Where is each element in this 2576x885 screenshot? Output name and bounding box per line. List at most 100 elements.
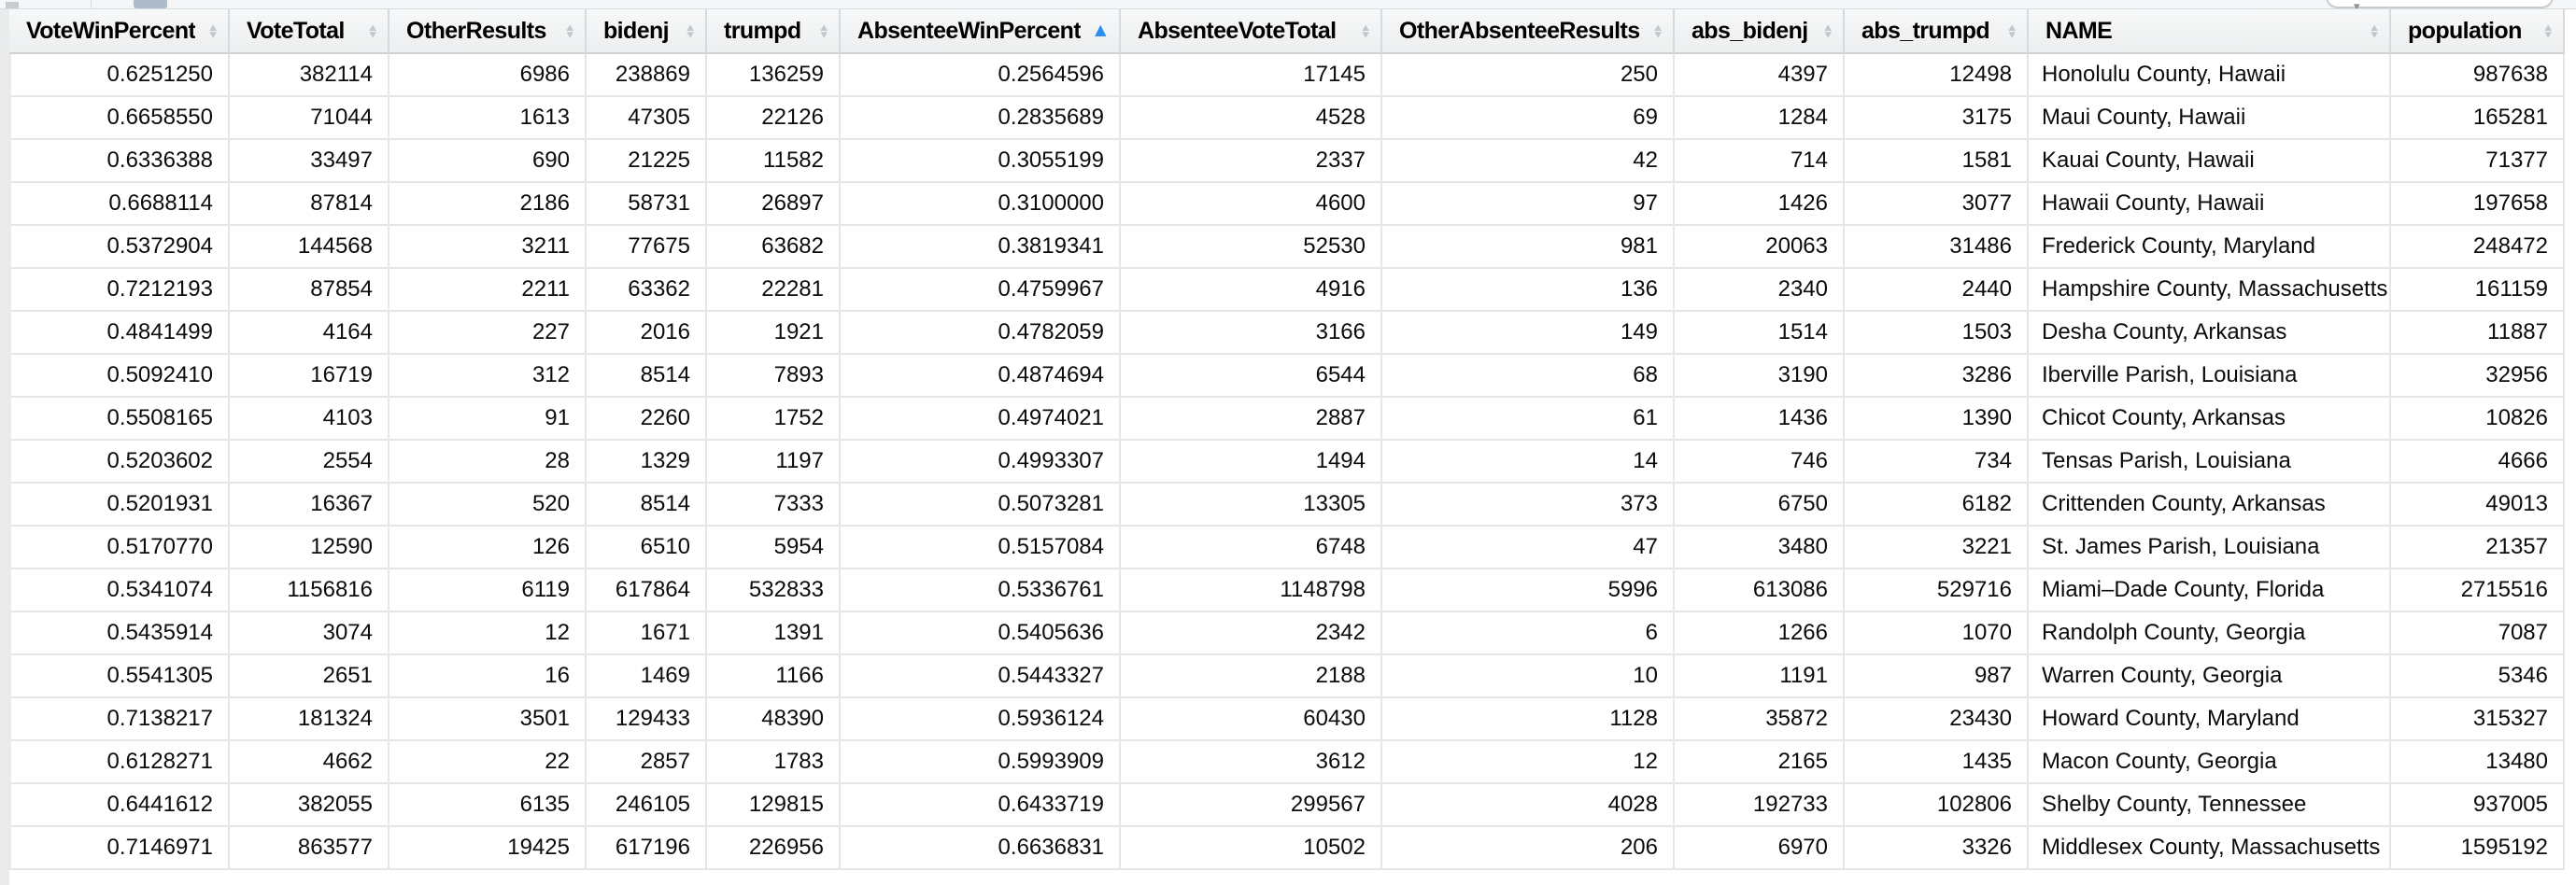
sort-ascending-icon[interactable]: ▲	[1090, 20, 1111, 41]
toolbar-icon-fragment[interactable]	[6, 2, 19, 8]
cell-AbsenteeVoteTotal: 2337	[1121, 140, 1382, 183]
column-header-trumpd[interactable]: trumpd ▲ ▼	[707, 9, 841, 54]
cell-abs_bidenj: 35872	[1675, 698, 1845, 741]
column-header-NAME[interactable]: NAME ▲ ▼	[2029, 9, 2391, 54]
cell-bidenj: 246105	[587, 784, 707, 827]
cell-population: 248472	[2391, 226, 2565, 269]
cell-abs_trumpd: 529716	[1845, 569, 2029, 612]
column-header-VoteWinPercent[interactable]: VoteWinPercent ▲ ▼	[9, 9, 230, 54]
cell-abs_bidenj: 2165	[1675, 741, 1845, 784]
cell-AbsenteeWinPercent: 0.5993909	[841, 741, 1121, 784]
sort-toggle-icon[interactable]: ▲ ▼	[818, 22, 830, 40]
column-label: AbsenteeVoteTotal	[1138, 17, 1337, 44]
cell-AbsenteeVoteTotal: 3166	[1121, 312, 1382, 355]
column-header-OtherResults[interactable]: OtherResults ▲ ▼	[389, 9, 587, 54]
cell-AbsenteeWinPercent: 0.4974021	[841, 398, 1121, 441]
cell-bidenj: 2857	[587, 741, 707, 784]
cell-VoteTotal: 181324	[230, 698, 389, 741]
cell-VoteWinPercent: 0.6658550	[9, 97, 230, 140]
cell-NAME: Frederick County, Maryland	[2029, 226, 2391, 269]
cell-bidenj: 58731	[587, 183, 707, 226]
cell-population: 315327	[2391, 698, 2565, 741]
column-header-AbsenteeWinPercent[interactable]: AbsenteeWinPercent ▲	[841, 9, 1121, 54]
column-header-abs_trumpd[interactable]: abs_trumpd ▲ ▼	[1845, 9, 2029, 54]
cell-AbsenteeVoteTotal: 10502	[1121, 827, 1382, 870]
cell-VoteWinPercent: 0.5508165	[9, 398, 230, 441]
cell-OtherResults: 3501	[389, 698, 587, 741]
sort-toggle-icon[interactable]: ▲ ▼	[1652, 22, 1664, 40]
cell-OtherAbsenteeResults: 250	[1382, 54, 1675, 97]
cell-OtherAbsenteeResults: 61	[1382, 398, 1675, 441]
cell-NAME: Kauai County, Hawaii	[2029, 140, 2391, 183]
sort-toggle-icon[interactable]: ▲ ▼	[1821, 21, 1834, 40]
cell-trumpd: 129815	[707, 784, 841, 827]
column-header-abs_bidenj[interactable]: abs_bidenj ▲ ▼	[1675, 9, 1845, 54]
table-row: 0.5508165 4103 91 2260 1752 0.4974021 2887 61 14…	[9, 398, 2565, 441]
column-header-population[interactable]: population ▲ ▼	[2391, 9, 2565, 54]
cell-population: 165281	[2391, 97, 2565, 140]
cell-bidenj: 8514	[587, 355, 707, 398]
cell-abs_trumpd: 3286	[1845, 355, 2029, 398]
cell-VoteTotal: 16719	[230, 355, 389, 398]
sort-down-arrow: ▼	[366, 28, 379, 41]
cell-abs_trumpd: 987	[1845, 655, 2029, 698]
cell-bidenj: 6510	[587, 527, 707, 569]
cell-OtherAbsenteeResults: 47	[1382, 527, 1675, 569]
cell-trumpd: 5954	[707, 527, 841, 569]
cell-population: 5346	[2391, 655, 2565, 698]
cell-NAME: Howard County, Maryland	[2029, 698, 2391, 741]
sort-down-arrow: ▼	[206, 28, 219, 41]
column-label: NAME	[2045, 17, 2113, 44]
sort-toggle-icon[interactable]: ▲ ▼	[1359, 21, 1372, 40]
table-row: 0.5092410 16719 312 8514 7893 0.4874694 6544 68…	[9, 355, 2565, 398]
table-row: 0.5372904 144568 3211 77675 63682 0.3819341 52…	[9, 226, 2565, 269]
cell-AbsenteeWinPercent: 0.3100000	[841, 183, 1121, 226]
cell-VoteTotal: 3074	[230, 612, 389, 655]
cell-VoteWinPercent: 0.7212193	[9, 269, 230, 312]
sort-toggle-icon[interactable]: ▲ ▼	[2542, 22, 2555, 40]
sort-toggle-icon[interactable]: ▲ ▼	[684, 22, 697, 41]
cell-VoteTotal: 382055	[230, 784, 389, 827]
sort-toggle-icon[interactable]: ▲ ▼	[206, 22, 219, 41]
sort-up-arrow: ▲	[1359, 21, 1372, 34]
cell-AbsenteeWinPercent: 0.4993307	[841, 441, 1121, 484]
cell-NAME: Shelby County, Tennessee	[2029, 784, 2391, 827]
sort-down-arrow: ▼	[2005, 28, 2018, 41]
data-table: VoteWinPercent ▲ ▼ VoteTotal ▲ ▼ OtherResults ▲…	[9, 9, 2565, 870]
cell-abs_bidenj: 714	[1675, 140, 1845, 183]
column-label: OtherAbsenteeResults	[1399, 17, 1640, 44]
cell-OtherResults: 1613	[389, 97, 587, 140]
sort-toggle-icon[interactable]: ▲ ▼	[366, 22, 379, 41]
cell-VoteWinPercent: 0.7138217	[9, 698, 230, 741]
cell-AbsenteeVoteTotal: 13305	[1121, 484, 1382, 527]
cell-bidenj: 1671	[587, 612, 707, 655]
column-header-bidenj[interactable]: bidenj ▲ ▼	[587, 9, 707, 54]
sort-down-arrow: ▼	[684, 28, 697, 41]
column-header-AbsenteeVoteTotal[interactable]: AbsenteeVoteTotal ▲ ▼	[1121, 9, 1382, 54]
sort-toggle-icon[interactable]: ▲ ▼	[2005, 22, 2018, 41]
cell-abs_trumpd: 102806	[1845, 784, 2029, 827]
column-header-OtherAbsenteeResults[interactable]: OtherAbsenteeResults ▲ ▼	[1382, 9, 1675, 54]
cell-AbsenteeVoteTotal: 4916	[1121, 269, 1382, 312]
cell-abs_bidenj: 3190	[1675, 355, 1845, 398]
cell-bidenj: 617864	[587, 569, 707, 612]
cell-OtherResults: 227	[389, 312, 587, 355]
cell-AbsenteeVoteTotal: 6748	[1121, 527, 1382, 569]
sort-down-arrow: ▼	[563, 28, 576, 41]
cell-NAME: St. James Parish, Louisiana	[2029, 527, 2391, 569]
sort-up-arrow: ▲	[1821, 21, 1834, 34]
cell-OtherAbsenteeResults: 97	[1382, 183, 1675, 226]
toolbar-button-fragment[interactable]	[134, 0, 167, 8]
cell-bidenj: 8514	[587, 484, 707, 527]
column-header-VoteTotal[interactable]: VoteTotal ▲ ▼	[230, 9, 389, 54]
cell-VoteTotal: 144568	[230, 226, 389, 269]
cell-abs_trumpd: 1503	[1845, 312, 2029, 355]
cell-VoteTotal: 1156816	[230, 569, 389, 612]
sort-toggle-icon[interactable]: ▲ ▼	[2369, 22, 2381, 40]
cell-VoteWinPercent: 0.4841499	[9, 312, 230, 355]
sort-toggle-icon[interactable]: ▲ ▼	[563, 22, 576, 41]
cell-bidenj: 47305	[587, 97, 707, 140]
cell-OtherResults: 2186	[389, 183, 587, 226]
cell-trumpd: 1391	[707, 612, 841, 655]
cell-VoteTotal: 863577	[230, 827, 389, 870]
